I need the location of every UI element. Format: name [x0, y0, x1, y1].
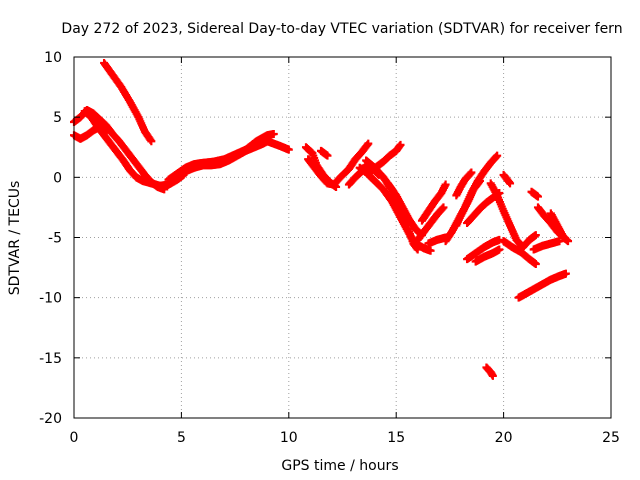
data-point — [506, 179, 515, 188]
series-s8 — [304, 139, 373, 189]
data-point — [488, 371, 497, 380]
data-point — [467, 168, 476, 177]
series-s16 — [417, 180, 450, 225]
y-tick-label: 5 — [53, 110, 62, 126]
series-s5 — [160, 137, 293, 191]
data-point — [531, 259, 540, 268]
series-s11 — [366, 140, 405, 176]
axis-ticks — [73, 56, 612, 419]
y-tick-label: -20 — [39, 411, 62, 427]
data-point — [495, 245, 504, 254]
data-point — [531, 231, 540, 240]
x-tick-label: 15 — [387, 430, 405, 446]
series-s28 — [529, 237, 564, 254]
data-point — [441, 180, 450, 189]
series-s17 — [424, 233, 450, 248]
series-s15 — [413, 203, 448, 244]
series-s25 — [499, 237, 540, 268]
data-point — [475, 176, 484, 185]
y-tick-label: 0 — [53, 170, 62, 186]
series-s30 — [514, 269, 570, 302]
x-tick-label: 10 — [280, 430, 298, 446]
y-tick-label: -15 — [39, 351, 62, 367]
data-point — [269, 130, 278, 139]
x-tick-labels: 0 5 10 15 20 25 — [70, 430, 620, 446]
data-point — [364, 139, 373, 148]
data-point — [561, 269, 570, 278]
series-s6 — [164, 130, 278, 184]
series-s19 — [452, 176, 484, 230]
data-points — [70, 59, 573, 380]
data-point — [495, 235, 504, 244]
data-point — [564, 237, 573, 246]
x-tick-label: 0 — [70, 430, 79, 446]
series-s22 — [463, 235, 504, 264]
series-s32 — [482, 363, 497, 380]
data-point — [147, 137, 156, 146]
series-s24 — [486, 179, 540, 252]
series-s26 — [527, 187, 542, 201]
data-point — [439, 203, 448, 212]
series-s9 — [317, 146, 332, 160]
data-point — [323, 151, 332, 160]
data-point — [426, 246, 435, 255]
y-axis-label: SDTVAR / TECUs — [7, 181, 23, 296]
data-point — [493, 151, 502, 160]
y-tick-label: -5 — [48, 231, 62, 247]
y-tick-label: 10 — [44, 50, 62, 66]
x-tick-label: 5 — [177, 430, 186, 446]
y-tick-label: -10 — [39, 291, 62, 307]
series-s20 — [452, 168, 476, 200]
data-point — [555, 237, 564, 246]
series-s29 — [546, 209, 573, 246]
data-point — [396, 140, 405, 149]
chart-title: Day 272 of 2023, Sidereal Day-to-day VTE… — [61, 21, 622, 37]
data-point — [533, 192, 542, 201]
x-axis-label: GPS time / hours — [281, 458, 398, 474]
series-s31 — [499, 170, 515, 188]
data-point — [284, 145, 293, 154]
series-s23 — [471, 245, 504, 266]
data-point — [413, 245, 422, 254]
series-s4 — [100, 59, 156, 146]
x-tick-label: 20 — [495, 430, 513, 446]
x-tick-label: 25 — [602, 430, 620, 446]
y-tick-labels: -20 -15 -10 -5 0 5 10 — [39, 50, 62, 427]
